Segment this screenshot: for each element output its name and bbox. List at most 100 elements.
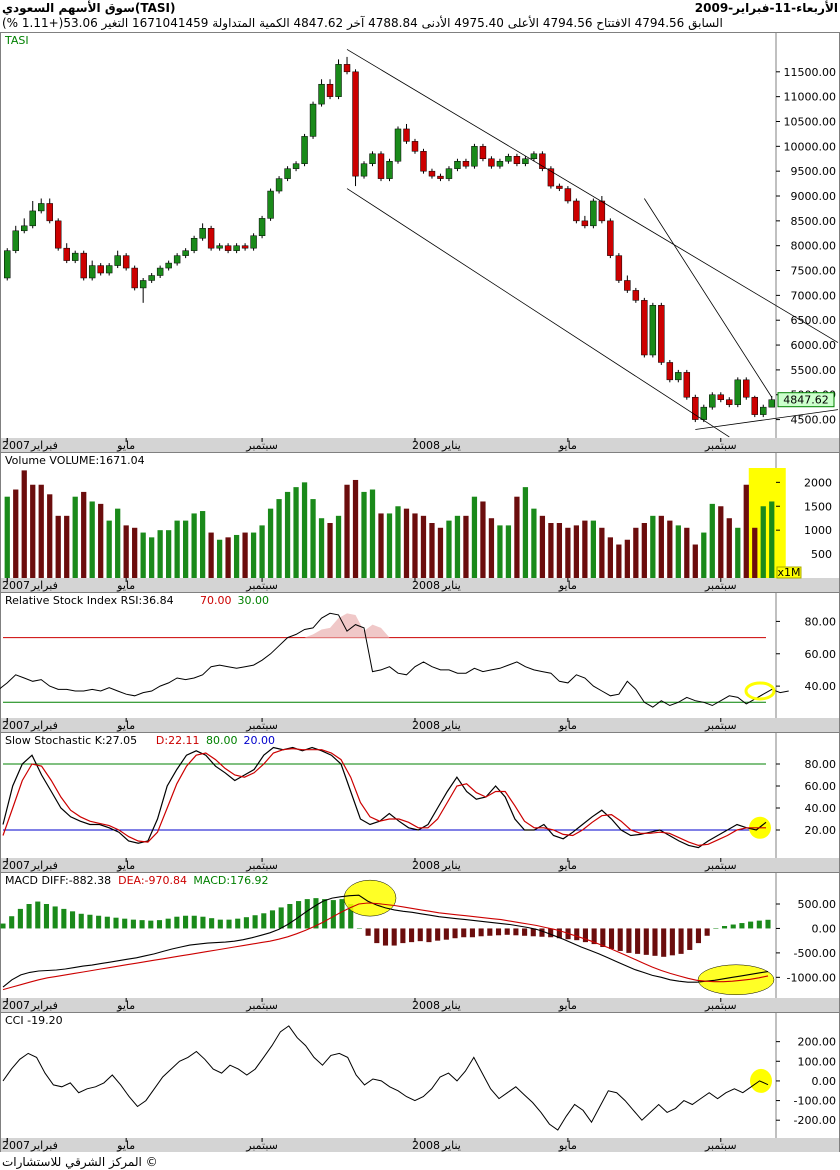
volume-bar [522,487,529,578]
volume-bar [344,484,350,578]
volume-bar [675,525,681,578]
candle-body [233,245,240,251]
header: سوق الأسهم السعودي(TASI) الأربعاء-11-فبر… [2,0,838,31]
time-label-0: 2007 [2,859,30,872]
candle-body [462,160,470,167]
volume-bar [191,513,197,578]
candle-body [97,265,104,274]
candle-body [428,170,436,177]
rsi-panel-time-band [1,718,839,732]
candle-body [717,394,725,400]
legend-entry-1: 70.00 [200,594,232,607]
candle-body [369,153,376,164]
header-stats: السابق 4794.56 الافتتاح 4794.56 الأعلى 4… [2,15,723,31]
macd-hist-bar [278,907,284,929]
macd-hist-bar [130,919,136,929]
y-tick-label-2: 2000 [804,476,832,489]
macd-hist-bar [409,928,415,943]
volume-bar [641,523,647,578]
volume-bar [174,520,180,578]
macd-hist-bar [113,917,119,929]
volume-bar [284,491,291,578]
legend-entry-0: MACD DIFF:-882.38 [5,874,111,887]
candle-body [301,136,308,164]
macd-hist-bar [183,915,189,929]
candle-body [29,210,36,227]
candle-body [581,220,589,227]
macd-hist-bar [582,928,588,943]
trend-line-3 [695,409,839,430]
volume-bar [556,523,563,578]
macd-hist-bar [548,928,554,938]
candle-body [403,128,410,142]
time-label-6: مايو [558,859,577,872]
macd-hist-bar [165,918,171,929]
macd-hist-bar [156,920,163,929]
legend-entry-2: 30.00 [238,594,270,607]
volume-bar [106,520,112,578]
y-tick-label-0: -200.00 [794,1114,836,1127]
candle-body [275,178,283,192]
candle-body [437,175,444,179]
candle-body [411,141,419,152]
y-tick-label-5: 7000.00 [791,289,837,302]
time-label-0: 2007 [2,999,30,1012]
y-tick-label-3: 6000.00 [791,339,837,352]
price-panel-time-band [1,438,839,452]
volume-bar [760,506,766,578]
candle-body [292,163,300,169]
header-date: الأربعاء-11-فبراير-2009 [695,0,838,15]
macd-hist-bar [226,919,232,929]
volume-bar [55,515,61,578]
candle-body [165,262,172,269]
volume-bar [488,518,495,578]
time-label-7: سبتمبر [704,439,737,452]
volume-bar [582,520,588,578]
volume-bar [310,499,316,578]
candle-body [4,250,11,279]
time-label-3: سبتمبر [245,719,278,732]
volume-bar [216,539,223,578]
candle-body [12,230,19,251]
candle-body [250,235,257,249]
macd-hist-bar [217,919,223,929]
y-tick-label-10: 9500.00 [791,165,837,178]
candle-body [343,64,351,73]
cci-title: CCI -19.20 [5,1014,63,1027]
stoch-line-D [2,747,766,847]
footer-copyright: المركز الشرقي للاستشارات © [2,1155,158,1170]
time-label-4: 2008 [412,859,440,872]
candle-body [760,406,767,415]
y-tick-label-11: 10000.00 [784,140,837,153]
time-label-3: سبتمبر [245,999,278,1012]
volume-bar [225,537,231,578]
macd-hist-bar [365,928,371,936]
volume-bar [64,515,70,578]
candle-body [284,168,291,179]
macd-hist-bar [235,918,241,929]
volume-bar [115,508,121,578]
volume-bar [463,515,469,578]
y-tick-label-0: -1000.00 [787,971,836,984]
volume-bar [420,515,427,578]
macd-hist-bar [330,900,336,929]
macd-hist-bar [713,928,719,929]
y-tick-label-2: 5500.00 [791,364,837,377]
volume-bar [514,496,520,578]
volume-bar [89,501,95,578]
volume-bar [250,532,257,578]
legend-entry-0: Relative Stock Index RSI:36.84 [5,594,174,607]
volume-bar [233,534,240,578]
candle-body [666,362,674,381]
macd-hist-bar [139,920,145,929]
macd-hist-bar [78,913,84,929]
volume-bar [267,508,274,578]
y-tick-label-1: 40.00 [805,802,837,815]
volume-bar [123,525,129,578]
volume-bar [395,506,401,578]
time-label-5: يناير [441,1139,461,1152]
volume-bar [709,503,715,578]
y-tick-label-2: 80.00 [805,615,837,628]
candle-body [598,200,606,222]
